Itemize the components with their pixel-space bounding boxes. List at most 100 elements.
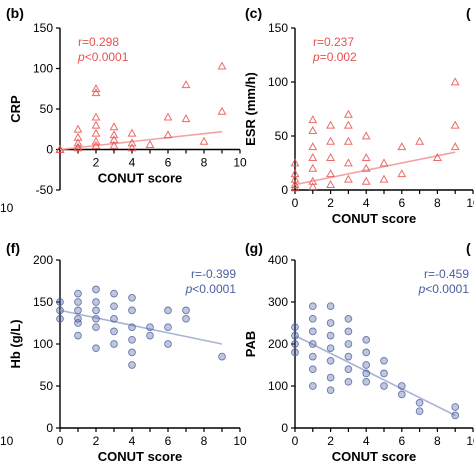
panel-b-ytick-label: 100	[33, 62, 53, 76]
panel-g-point	[326, 386, 335, 395]
panel-f-point	[182, 314, 190, 323]
panel-g-point	[326, 373, 335, 382]
panel-g-point	[291, 331, 299, 340]
panel-b-point	[181, 114, 191, 123]
panel-g-point	[308, 382, 317, 390]
panel-g-ytick-label: 200	[268, 337, 288, 351]
panel-b-stat-p: p<0.0001	[77, 50, 129, 64]
panel-f-point	[110, 289, 118, 298]
panel-b-point	[127, 128, 137, 137]
panel-c-point	[308, 152, 318, 161]
panel-c-label: (c)	[245, 5, 262, 21]
panel-c-xtick-label: 6	[398, 196, 405, 210]
panel-g-point	[380, 356, 388, 365]
panel-b-point	[73, 138, 83, 147]
panel-c-xtick-label: 0	[292, 196, 299, 210]
panel-b-fit-line	[59, 130, 223, 151]
panel-b-point	[199, 136, 209, 145]
panel-g-label: (g)	[245, 240, 263, 256]
panel-f-ytick-label: 100	[33, 337, 53, 351]
panel-c-point	[361, 163, 371, 172]
panel-f-point	[128, 293, 136, 302]
panel-c-ytick-label: 50	[275, 129, 289, 143]
panel-g-stat-p: p<0.0001	[418, 282, 470, 296]
panel-f-stat-p-value: <0.0001	[192, 282, 236, 296]
panel-f-stat-r: r=-0.399	[191, 267, 236, 281]
panel-g-point	[362, 335, 371, 344]
panel-g-point	[344, 352, 353, 361]
panel-f-point	[182, 306, 190, 315]
panel-b-point	[127, 138, 137, 147]
panel-c-point	[290, 158, 300, 167]
panel-c-point	[308, 176, 318, 185]
panel-b-point	[217, 61, 227, 70]
panel-b-point	[127, 143, 137, 152]
panel-g-point	[308, 365, 317, 374]
panel-c-point	[326, 136, 336, 145]
panel-c-point	[343, 136, 353, 145]
panel-f-y-title: Hb (g/L)	[8, 319, 23, 368]
panel-b-stat-r: r=0.298	[78, 35, 119, 49]
panel-f-point	[74, 298, 82, 306]
panel-c-point	[361, 131, 371, 140]
panel-c-ytick-label: 0	[281, 183, 288, 197]
panel-g-xtick-label: 2	[327, 434, 334, 448]
panel-b-ytick-label: 50	[40, 102, 54, 116]
panel-c-point	[343, 109, 353, 118]
panel-f-point	[218, 352, 226, 361]
panel-g-point	[362, 369, 371, 378]
panel-c-xtick-label: 2	[327, 196, 334, 210]
panel-b-ytick-label: 150	[33, 21, 53, 35]
panel-f-stat-p: p<0.0001	[185, 282, 237, 296]
panel-g-x-title: CONUT score	[332, 449, 417, 464]
panel-b-stat-p-value: <0.0001	[85, 50, 129, 64]
panel-b-point	[163, 112, 173, 121]
panel-g-point	[326, 356, 335, 365]
panel-f-ytick-label: 200	[33, 253, 53, 267]
panel-g-point	[362, 377, 371, 386]
panel-f-xtick-label: 6	[165, 434, 172, 448]
panel-b-point	[55, 144, 65, 153]
panel-f-point	[128, 306, 136, 315]
panel-b-point	[181, 80, 191, 89]
panel-g-point	[308, 327, 317, 336]
panel-f-point	[92, 298, 100, 306]
panel-g-point	[291, 323, 299, 332]
panel-f-point	[92, 314, 100, 323]
panel-c-point	[361, 152, 371, 161]
panel-f-point	[74, 319, 82, 327]
panel-c-point	[308, 115, 318, 124]
panel-c-y-title: ESR (mm/h)	[243, 72, 258, 146]
panel-f-point	[164, 306, 172, 315]
panel-g-point	[380, 369, 388, 378]
panel-f-point	[92, 344, 100, 353]
panel-c-point	[379, 174, 389, 183]
panel-g-point	[397, 390, 406, 399]
panel-b-point	[91, 112, 101, 121]
panel-c-fit-line	[294, 151, 456, 186]
panel-g-point	[291, 340, 299, 348]
panel-g-point	[397, 382, 406, 390]
panel-b-point	[73, 142, 83, 151]
panel-b-stat-p-letter: p	[77, 50, 85, 64]
panel-b-y-title: CRP	[8, 95, 23, 123]
panel-f-point	[92, 323, 100, 332]
panel-g-xtick-label: 10	[466, 434, 474, 448]
panel-f-ytick-label: 0	[46, 421, 53, 435]
panel-b-point	[91, 88, 101, 97]
panel-f-point	[56, 314, 64, 323]
panel-c-point	[432, 152, 442, 161]
panel-c-stat-r: r=0.237	[313, 35, 354, 49]
panel-c-point	[326, 152, 336, 161]
panel-c-point	[343, 120, 353, 129]
panel-g-stat-r: r=-0.459	[424, 267, 469, 281]
panel-f-point	[128, 335, 136, 344]
panel-f-xtick-label: 4	[129, 434, 136, 448]
panel-c-point	[308, 182, 318, 191]
panel-g-point	[326, 319, 335, 327]
panel-f-point	[74, 289, 82, 298]
panel-g-point	[451, 411, 460, 420]
panel-g-point	[415, 398, 424, 407]
panel-g-xtick-label: 4	[363, 434, 370, 448]
panel-g-point	[326, 331, 335, 340]
